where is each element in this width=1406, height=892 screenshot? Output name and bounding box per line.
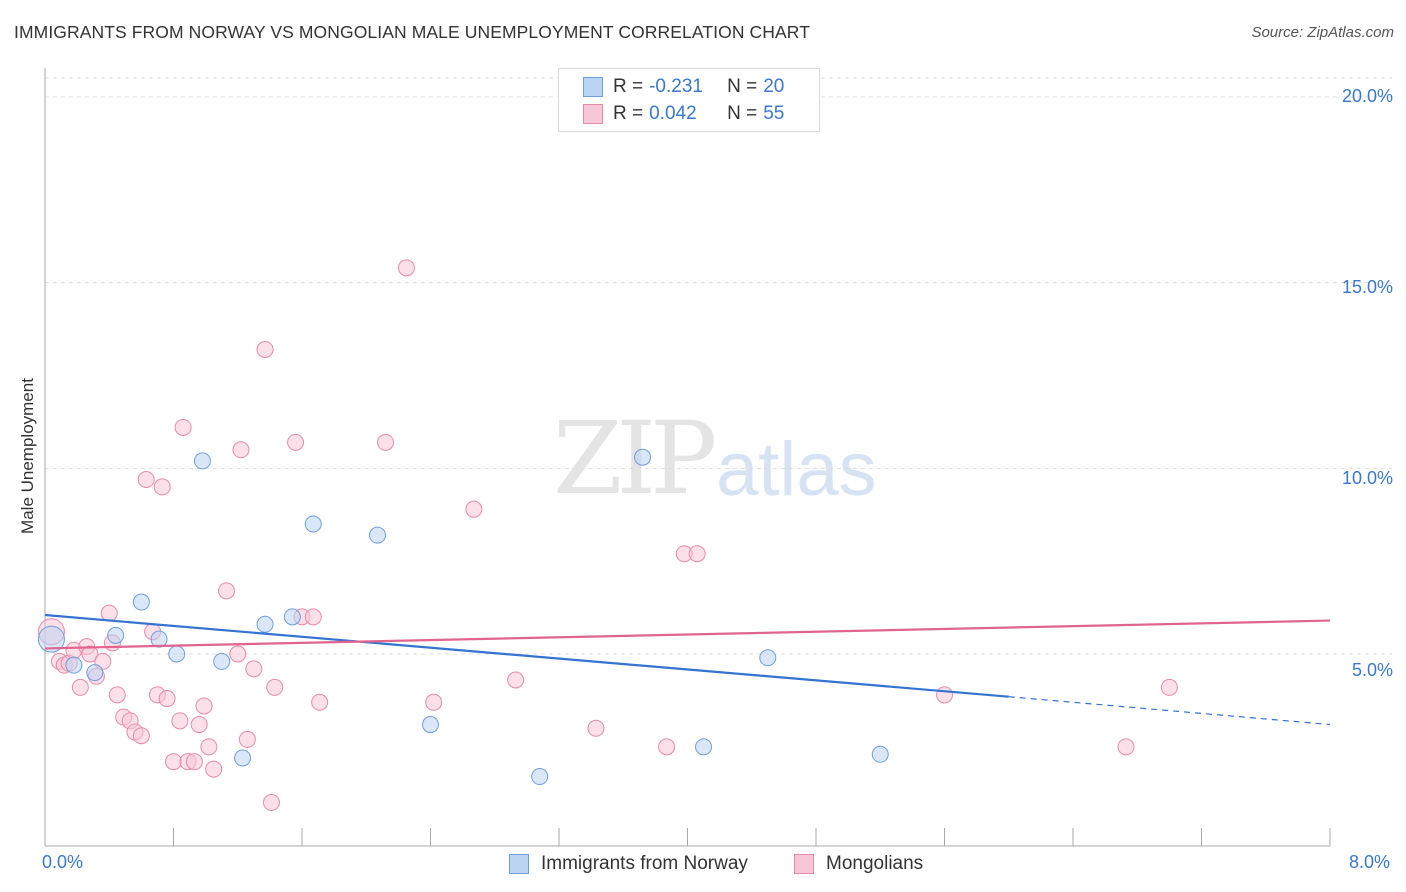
norway-trend-line xyxy=(44,613,1009,698)
y-tick-15: 15.0% xyxy=(1341,277,1393,297)
mongolians-trend-line xyxy=(44,619,1331,650)
mongolians-point xyxy=(205,760,223,778)
axes xyxy=(44,68,1331,847)
norway-point xyxy=(150,630,168,648)
norway-legend-label: Immigrants from Norway xyxy=(541,853,748,874)
y-axis-label: Male Unemployment xyxy=(18,378,37,534)
mongolians-point xyxy=(397,259,415,277)
mongolians-legend-label: Mongolians xyxy=(826,853,924,874)
mongolians-point xyxy=(165,753,182,771)
mongolians-point xyxy=(1117,738,1135,756)
n-value: 20 xyxy=(763,76,785,97)
norway-point xyxy=(213,652,231,670)
norway-swatch xyxy=(583,77,603,97)
mongolians-swatch xyxy=(583,104,603,124)
mongolians-point xyxy=(153,478,171,496)
chart-title: IMMIGRANTS FROM NORWAY VS MONGOLIAN MALE… xyxy=(14,22,810,42)
mongolians-point xyxy=(108,686,126,704)
mongolians-point xyxy=(132,727,150,745)
mongolians-point xyxy=(137,470,155,488)
n-value: 55 xyxy=(763,103,785,124)
mongolians-point xyxy=(245,660,263,678)
legend-item-mongolians[interactable]: Mongolians xyxy=(794,852,923,876)
mongolians-point xyxy=(218,582,236,600)
mongolians-point xyxy=(287,433,305,451)
norway-legend-swatch xyxy=(509,854,529,874)
mongolians-point xyxy=(71,678,89,696)
mongolians-point xyxy=(266,678,284,696)
y-tick-5: 5.0% xyxy=(1351,660,1393,680)
stats-row-norway: R = -0.231 N = 20 xyxy=(583,75,784,99)
mongolians-point xyxy=(587,719,605,737)
norway-point xyxy=(107,626,125,644)
norway-point xyxy=(531,768,549,786)
stats-legend: R = -0.231 N = 20 R = 0.042 N = 55 xyxy=(558,68,820,132)
mongolians-point xyxy=(195,697,213,715)
mongolians-point xyxy=(171,712,189,730)
mongolians-point xyxy=(256,341,274,359)
norway-point xyxy=(283,608,301,626)
trend-lines xyxy=(44,613,1331,726)
mongolians-point xyxy=(311,693,329,711)
watermark-atlas: atlas xyxy=(716,427,877,512)
norway-point xyxy=(368,526,386,544)
mongolians-point xyxy=(425,693,443,711)
x-tick-8: 8.0% xyxy=(1349,852,1391,872)
n-label: N = xyxy=(727,76,758,97)
legend-item-norway[interactable]: Immigrants from Norway xyxy=(509,852,748,876)
mongolians-point xyxy=(200,738,218,756)
mongolians-point xyxy=(232,441,250,459)
norway-point xyxy=(234,749,252,767)
norway-point xyxy=(422,716,439,734)
norway-point xyxy=(86,664,104,682)
norway-point xyxy=(871,745,889,763)
mongolians-point xyxy=(304,608,322,626)
r-label: R = xyxy=(613,76,644,97)
y-tick-10: 10.0% xyxy=(1341,468,1393,488)
r-value: 0.042 xyxy=(649,103,697,124)
mongolians-point xyxy=(158,690,176,708)
norway-point xyxy=(304,515,322,533)
norway-point xyxy=(695,738,713,756)
norway-trend-extension xyxy=(1008,696,1331,726)
mongolians-point xyxy=(174,418,192,436)
norway-point xyxy=(168,645,186,663)
r-label: R = xyxy=(613,103,644,124)
mongolians-legend-swatch xyxy=(794,854,814,874)
mongolians-point xyxy=(507,671,525,689)
mongolians-point xyxy=(229,645,247,663)
mongolians-point xyxy=(185,753,203,771)
x-tick-0: 0.0% xyxy=(42,852,84,872)
mongolians-point xyxy=(377,433,395,451)
norway-point xyxy=(132,593,150,611)
stats-row-mongolians: R = 0.042 N = 55 xyxy=(583,102,784,126)
mongolians-points xyxy=(37,259,1178,812)
mongolians-point xyxy=(1160,678,1178,696)
n-label: N = xyxy=(727,103,758,124)
norway-point xyxy=(37,625,65,653)
mongolians-point xyxy=(262,794,280,812)
grid-lines xyxy=(45,77,1392,655)
mongolians-point xyxy=(238,730,256,748)
mongolians-point xyxy=(936,686,953,704)
r-value: -0.231 xyxy=(649,76,703,97)
norway-point xyxy=(634,448,652,466)
source-label: Source: ZipAtlas.com xyxy=(1251,24,1394,41)
norway-point xyxy=(256,615,274,633)
mongolians-point xyxy=(658,738,676,756)
y-tick-20: 20.0% xyxy=(1341,86,1393,106)
mongolians-point xyxy=(688,545,706,563)
mongolians-point xyxy=(465,500,483,518)
norway-point xyxy=(193,452,211,470)
norway-points xyxy=(37,448,889,786)
mongolians-point xyxy=(190,716,208,734)
norway-point xyxy=(759,649,777,667)
mongolians-point xyxy=(81,645,99,663)
norway-point xyxy=(65,656,83,674)
mongolians-point xyxy=(100,604,118,622)
